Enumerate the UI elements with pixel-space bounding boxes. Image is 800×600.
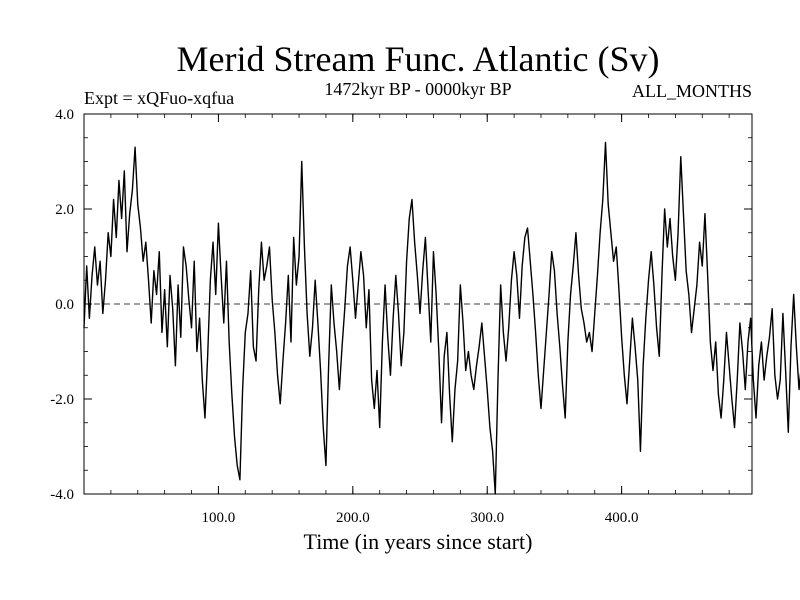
- experiment-label: Expt = xQFuo-xqfua: [84, 88, 234, 108]
- axes: -4.0 -2.0 0.0 2.0 4.0 100.0 200.0 300.0 400.0: [50, 107, 752, 526]
- chart-title: Merid Stream Func. Atlantic (Sv): [177, 39, 660, 79]
- time-range-label: 1472kyr BP - 0000kyr BP: [324, 79, 511, 99]
- y-tick-label: 4.0: [55, 107, 74, 123]
- plot-frame: [83, 113, 753, 495]
- y-tick-label: -2.0: [50, 392, 74, 408]
- y-tick-label: 2.0: [55, 202, 74, 218]
- x-tick-label: 400.0: [605, 510, 639, 526]
- y-tick-label: -4.0: [50, 487, 74, 503]
- series-group: [83, 141, 800, 495]
- x-tick-label: 300.0: [470, 510, 504, 526]
- series-line: [83, 141, 800, 495]
- x-tick-label: 100.0: [202, 510, 236, 526]
- x-tick-label: 200.0: [336, 510, 370, 526]
- y-tick-label: 0.0: [55, 297, 74, 313]
- x-axis-label: Time (in years since start): [304, 529, 533, 554]
- months-label: ALL_MONTHS: [632, 81, 752, 101]
